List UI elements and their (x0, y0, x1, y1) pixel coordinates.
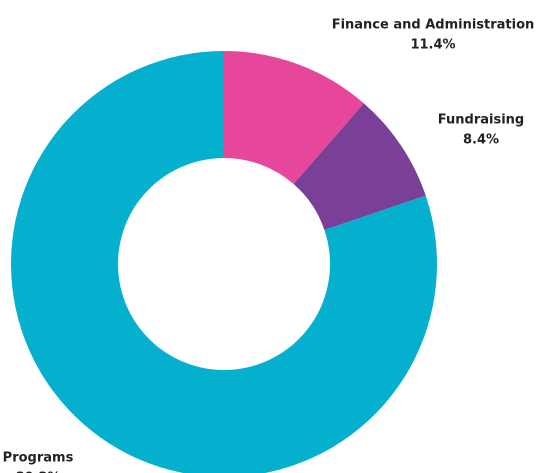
segment-value-label: 8.4% (463, 133, 499, 148)
donut-segment (293, 103, 426, 230)
donut-segment (11, 51, 437, 473)
segment-value-label: 11.4% (410, 38, 455, 53)
segment-label: Programs (3, 451, 74, 466)
segment-value-label: 80.2% (15, 471, 60, 473)
segment-label: Finance and Administration (332, 18, 535, 33)
donut-segment (224, 51, 364, 185)
segment-label: Fundraising (438, 113, 524, 128)
